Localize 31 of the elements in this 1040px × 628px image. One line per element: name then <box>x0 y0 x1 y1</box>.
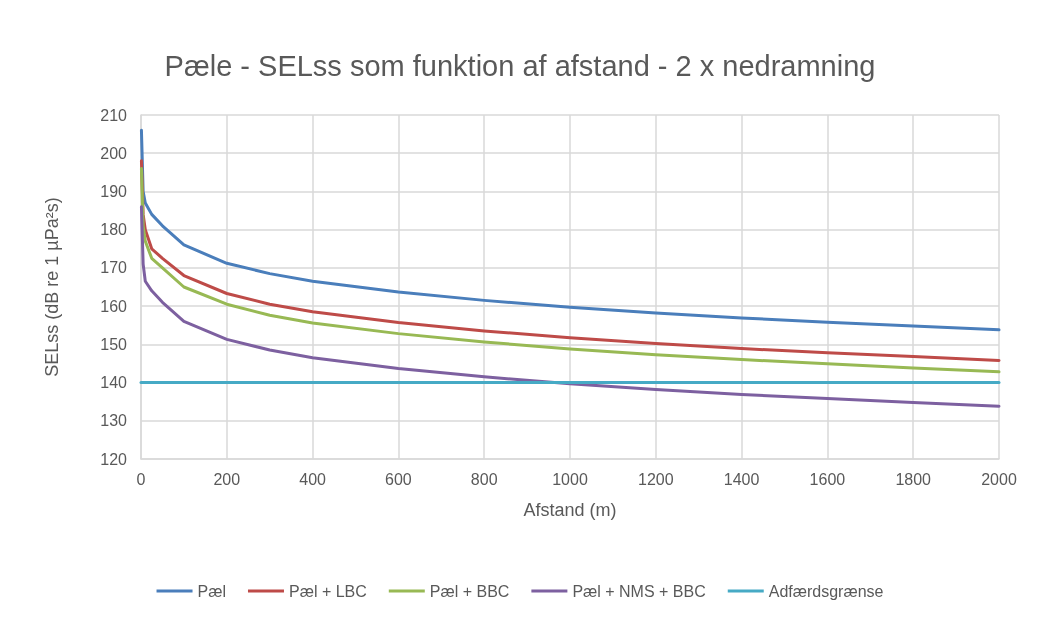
y-tick-label: 150 <box>100 335 128 353</box>
legend-label: Pæl <box>197 582 226 600</box>
x-tick-label: 1400 <box>723 470 760 488</box>
y-tick-label: 140 <box>100 374 128 392</box>
x-tick-label: 1200 <box>638 470 674 488</box>
x-tick-label: 800 <box>470 470 498 488</box>
y-tick-label: 190 <box>100 182 128 200</box>
y-axis-title: SELss (dB re 1 µPa²s) <box>42 197 62 377</box>
y-tick-label: 200 <box>100 144 128 162</box>
y-tick-label: 210 <box>100 106 128 124</box>
x-tick-label: 400 <box>299 470 327 488</box>
y-tick-label: 170 <box>100 259 128 277</box>
legend-label: Pæl + BBC <box>429 582 510 600</box>
x-axis-title: Afstand (m) <box>523 500 617 520</box>
legend-label: Pæl + NMS + BBC <box>572 582 706 600</box>
x-tick-label: 600 <box>385 470 412 488</box>
y-tick-label: 180 <box>100 221 128 239</box>
line-series <box>139 205 1001 408</box>
x-tick-label: 1000 <box>552 470 588 488</box>
legend-label: Pæl + LBC <box>288 582 367 600</box>
x-tick-label: 200 <box>213 470 241 488</box>
legend-label: Adfærdsgrænse <box>768 582 884 600</box>
y-tick-label: 120 <box>100 450 128 468</box>
x-tick-label: 1800 <box>895 470 932 488</box>
chart-title: Pæle - SELss som funktion af afstand - 2 x nedramning <box>164 49 876 82</box>
x-tick-label: 0 <box>136 470 146 488</box>
x-tick-label: 2000 <box>981 470 1017 488</box>
x-tick-label: 1600 <box>809 470 846 488</box>
y-tick-label: 160 <box>100 297 128 315</box>
y-tick-label: 130 <box>100 412 128 430</box>
line-series <box>139 128 1001 332</box>
